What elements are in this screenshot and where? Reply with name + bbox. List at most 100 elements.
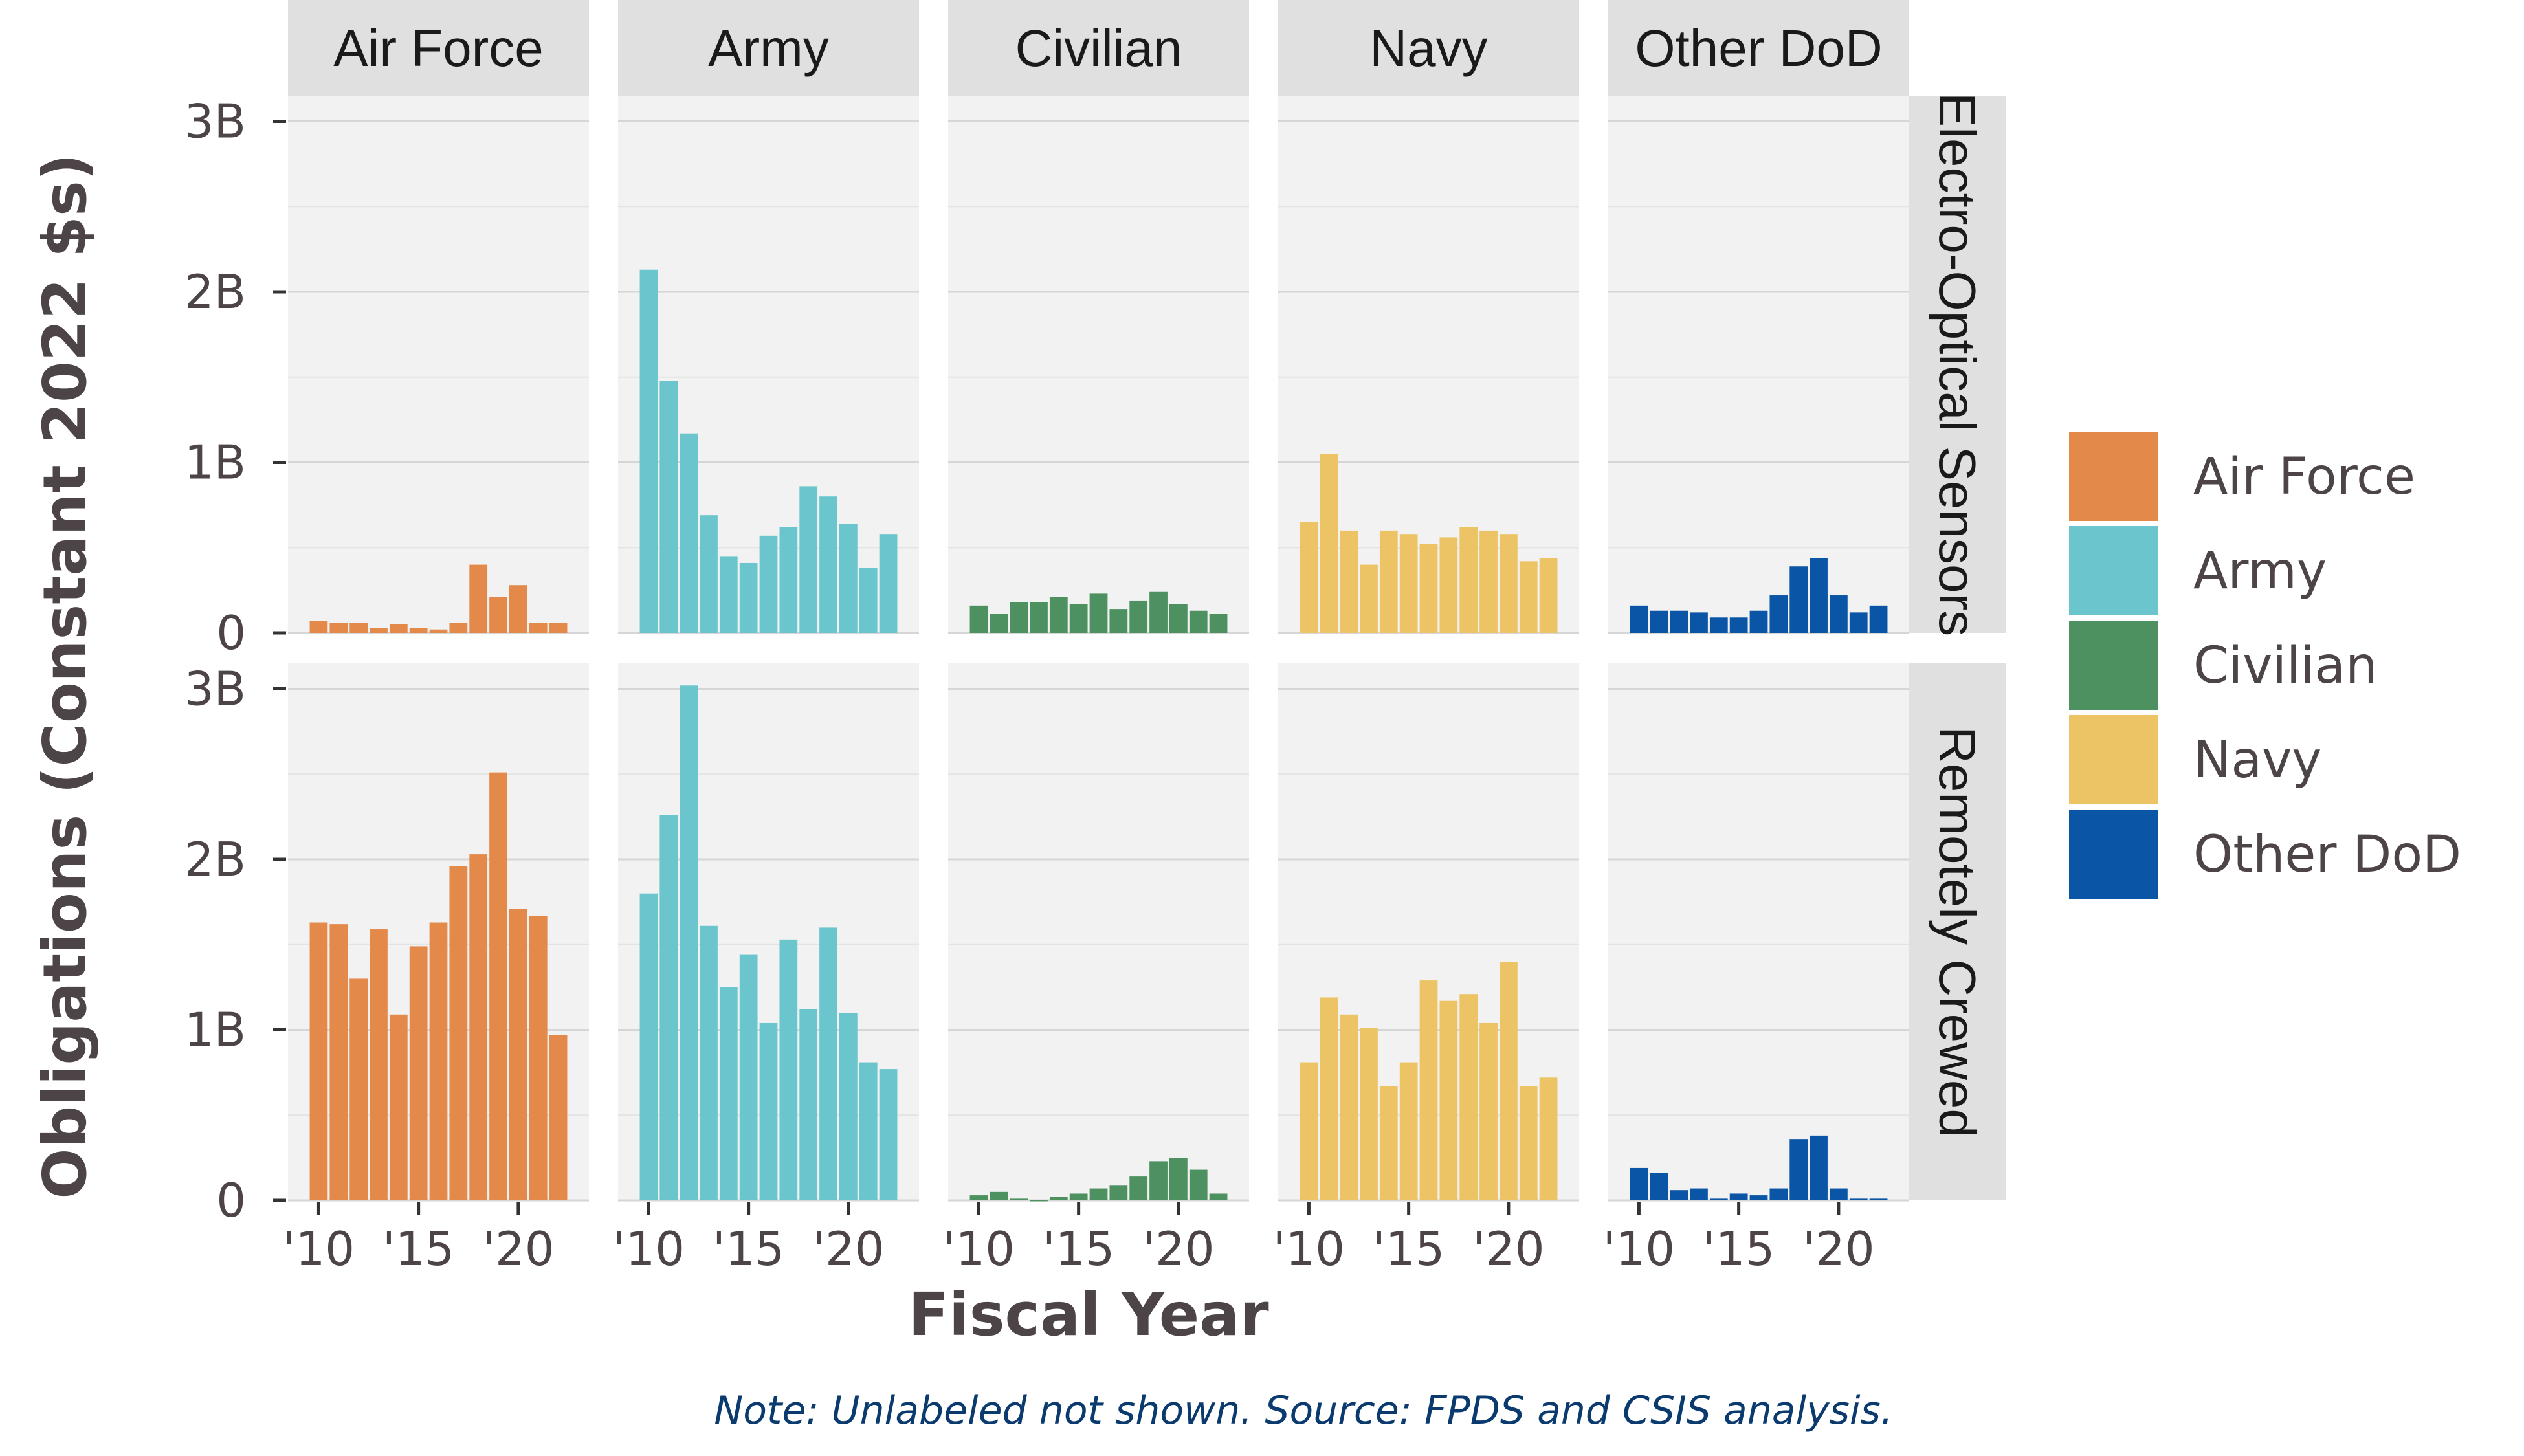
bar-civilian-remotely-crewed-2011 <box>990 1191 1008 1200</box>
strip-background <box>1278 0 1579 96</box>
bar-civilian-remotely-crewed-2021 <box>1189 1169 1208 1200</box>
bar-navy-remotely-crewed-2018 <box>1459 994 1478 1200</box>
bar-navy-electro-optical-sensors-2015 <box>1399 534 1418 633</box>
bar-civilian-electro-optical-sensors-2019 <box>1149 591 1168 633</box>
bar-other-dod-remotely-crewed-2019 <box>1810 1135 1828 1200</box>
x-tick-label: '10 <box>613 1222 685 1276</box>
bar-civilian-remotely-crewed-2018 <box>1129 1176 1148 1200</box>
bar-civilian-electro-optical-sensors-2015 <box>1069 604 1088 633</box>
bar-air-force-remotely-crewed-2010 <box>309 922 328 1200</box>
bar-navy-electro-optical-sensors-2018 <box>1459 527 1478 633</box>
bar-civilian-remotely-crewed-2010 <box>969 1195 988 1200</box>
row-strip-label: Remotely Crewed <box>1929 726 1986 1138</box>
bar-navy-electro-optical-sensors-2021 <box>1519 561 1538 633</box>
column-strip-civilian: Civilian <box>948 0 1249 96</box>
strip-background <box>948 0 1249 96</box>
bar-army-remotely-crewed-2020 <box>839 1013 858 1200</box>
panel-background <box>1608 96 1909 633</box>
legend-label: Navy <box>2193 731 2321 789</box>
bar-navy-electro-optical-sensors-2011 <box>1320 454 1338 633</box>
bar-air-force-electro-optical-sensors-2020 <box>509 585 527 633</box>
strip-background <box>1909 663 2006 1200</box>
bar-other-dod-electro-optical-sensors-2015 <box>1729 617 1748 633</box>
column-strip-label: Civilian <box>1015 19 1182 77</box>
bar-air-force-remotely-crewed-2016 <box>429 922 448 1200</box>
bar-civilian-remotely-crewed-2014 <box>1049 1197 1068 1200</box>
bar-army-electro-optical-sensors-2015 <box>739 562 758 633</box>
legend-item-navy: Navy <box>2066 712 2321 807</box>
bar-army-electro-optical-sensors-2022 <box>879 534 898 633</box>
bar-navy-electro-optical-sensors-2010 <box>1300 522 1318 633</box>
x-tick-label: '15 <box>1043 1222 1114 1276</box>
bar-other-dod-electro-optical-sensors-2020 <box>1830 595 1848 633</box>
bar-other-dod-remotely-crewed-2016 <box>1749 1195 1768 1200</box>
bar-civilian-remotely-crewed-2013 <box>1030 1200 1048 1202</box>
panel-other-dod-remotely-crewed <box>1608 663 1909 1202</box>
legend-label: Army <box>2193 542 2327 601</box>
x-tick-label: '20 <box>482 1222 554 1276</box>
bar-civilian-electro-optical-sensors-2011 <box>990 614 1008 633</box>
x-tick-label: '15 <box>1703 1222 1775 1276</box>
bar-other-dod-remotely-crewed-2010 <box>1630 1167 1648 1200</box>
column-strip-army: Army <box>618 0 919 96</box>
y-tick-label: 0 <box>216 606 246 660</box>
x-tick-label: '15 <box>1373 1222 1445 1276</box>
bar-army-remotely-crewed-2014 <box>719 987 738 1200</box>
column-strip-navy: Navy <box>1278 0 1579 96</box>
bar-air-force-remotely-crewed-2018 <box>469 854 488 1200</box>
y-tick-label: 3B <box>184 662 246 716</box>
bar-air-force-remotely-crewed-2011 <box>329 924 348 1200</box>
bar-civilian-electro-optical-sensors-2021 <box>1189 610 1208 633</box>
bar-army-electro-optical-sensors-2014 <box>719 556 738 633</box>
bar-air-force-remotely-crewed-2021 <box>529 915 548 1200</box>
panel-civilian-electro-optical-sensors <box>948 96 1249 634</box>
bar-army-electro-optical-sensors-2020 <box>839 524 858 633</box>
bar-navy-electro-optical-sensors-2022 <box>1539 558 1558 633</box>
bar-other-dod-remotely-crewed-2014 <box>1709 1198 1728 1200</box>
bar-army-remotely-crewed-2019 <box>819 927 837 1200</box>
bar-army-remotely-crewed-2018 <box>799 1009 818 1200</box>
bar-air-force-remotely-crewed-2019 <box>489 772 507 1200</box>
bar-army-electro-optical-sensors-2021 <box>859 568 878 633</box>
bar-other-dod-remotely-crewed-2015 <box>1729 1193 1748 1200</box>
row-strip-label: Electro-Optical Sensors <box>1929 93 1986 636</box>
x-tick-label: '10 <box>943 1222 1015 1276</box>
bar-other-dod-electro-optical-sensors-2019 <box>1810 558 1828 633</box>
bar-navy-electro-optical-sensors-2017 <box>1439 537 1458 633</box>
bar-other-dod-electro-optical-sensors-2022 <box>1869 605 1888 633</box>
bar-navy-remotely-crewed-2010 <box>1300 1062 1318 1200</box>
x-tick-label: '20 <box>812 1222 884 1276</box>
bar-other-dod-remotely-crewed-2022 <box>1869 1198 1888 1200</box>
bar-air-force-remotely-crewed-2022 <box>549 1035 568 1200</box>
panel-navy-electro-optical-sensors <box>1278 96 1579 634</box>
bar-army-remotely-crewed-2015 <box>739 954 758 1200</box>
bar-other-dod-electro-optical-sensors-2021 <box>1849 612 1868 633</box>
bar-air-force-remotely-crewed-2012 <box>349 978 368 1200</box>
bar-army-electro-optical-sensors-2017 <box>779 527 798 633</box>
bar-civilian-electro-optical-sensors-2017 <box>1109 609 1128 633</box>
bar-air-force-electro-optical-sensors-2018 <box>469 564 488 633</box>
bar-air-force-electro-optical-sensors-2015 <box>409 628 428 633</box>
bar-army-remotely-crewed-2010 <box>639 893 658 1200</box>
x-tick-label: '15 <box>382 1222 454 1276</box>
bar-air-force-electro-optical-sensors-2022 <box>549 623 568 633</box>
legend-swatch <box>2066 429 2161 524</box>
column-strip-air-force: Air Force <box>288 0 589 96</box>
legend-item-civilian: Civilian <box>2066 618 2378 712</box>
bar-civilian-electro-optical-sensors-2016 <box>1089 593 1108 633</box>
bar-navy-electro-optical-sensors-2012 <box>1340 530 1358 633</box>
bar-civilian-electro-optical-sensors-2020 <box>1169 604 1188 633</box>
strip-background <box>1909 96 2006 633</box>
bar-civilian-remotely-crewed-2019 <box>1149 1161 1168 1200</box>
bar-civilian-electro-optical-sensors-2013 <box>1030 602 1048 633</box>
panel-background <box>1608 663 1909 1200</box>
bar-navy-remotely-crewed-2020 <box>1500 962 1518 1200</box>
bar-other-dod-remotely-crewed-2020 <box>1830 1188 1848 1200</box>
panel-civilian-remotely-crewed <box>948 663 1249 1202</box>
column-strip-other-dod: Other DoD <box>1608 0 1909 96</box>
bar-air-force-electro-optical-sensors-2021 <box>529 623 548 633</box>
bar-air-force-electro-optical-sensors-2010 <box>309 621 328 633</box>
panel-army-remotely-crewed <box>618 663 919 1202</box>
